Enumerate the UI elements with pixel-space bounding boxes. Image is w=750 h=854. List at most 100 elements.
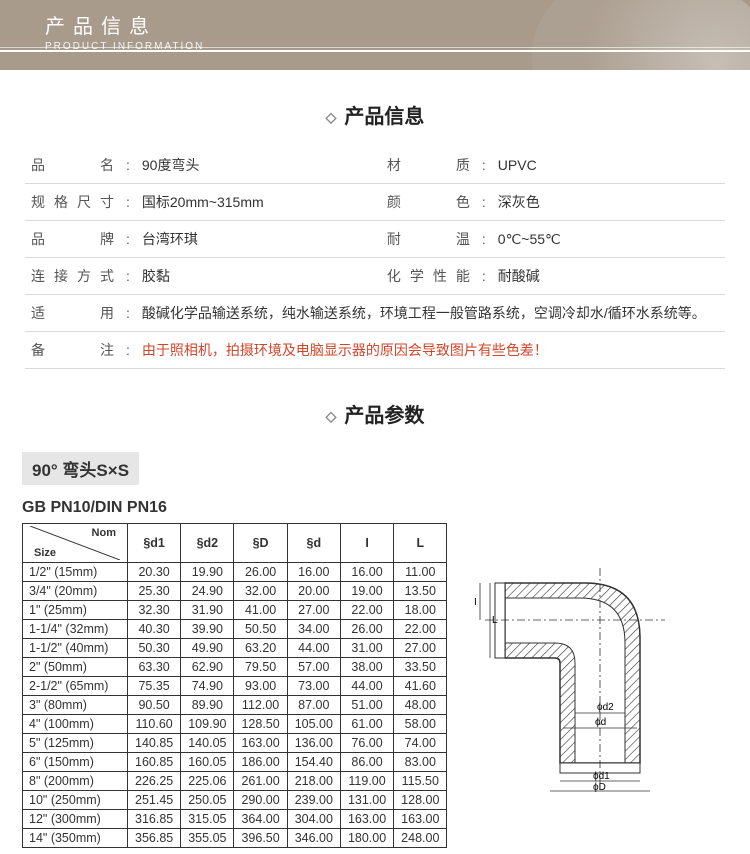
spec-cell: 163.00 — [234, 734, 287, 753]
diamond-icon: ◇ — [326, 408, 337, 425]
info-row: 适 用:酸碱化学品输送系统，纯水输送系统，环境工程一般管路系统，空调冷却水/循环… — [25, 295, 725, 332]
info-table: 品 名:90度弯头材 质:UPVC规格尺寸:国标20mm~315mm颜 色:深灰… — [25, 147, 725, 369]
info-row: 连接方式:胶黏化学性能:耐酸碱 — [25, 258, 725, 295]
spec-cell: 109.90 — [181, 715, 234, 734]
spec-cell: 32.00 — [234, 582, 287, 601]
info-label: 化学性能 — [381, 258, 476, 295]
elbow-diagram: ϕd2 ϕd ϕd1 ϕD I L — [465, 563, 675, 793]
spec-cell: 13.50 — [394, 582, 447, 601]
spec-cell: 19.00 — [340, 582, 393, 601]
spec-cell: 93.00 — [234, 677, 287, 696]
spec-cell: 316.85 — [128, 810, 181, 829]
spec-cell: 364.00 — [234, 810, 287, 829]
info-row: 规格尺寸:国标20mm~315mm颜 色:深灰色 — [25, 184, 725, 221]
spec-row: 3" (80mm)90.5089.90112.0087.0051.0048.00 — [23, 696, 447, 715]
spec-cell: 27.00 — [394, 639, 447, 658]
info-value: 由于照相机，拍摄环境及电脑显示器的原因会导致图片有些色差！ — [136, 332, 725, 369]
header-text: 产品信息 PRODUCT INFORMATION — [45, 10, 204, 52]
spec-cell: 16.00 — [340, 563, 393, 582]
spec-header: I — [340, 524, 393, 563]
section-title-info: ◇产品信息 — [0, 100, 750, 129]
header-title-cn: 产品信息 — [45, 10, 204, 39]
spec-row: 14" (350mm)356.85355.05396.50346.00180.0… — [23, 829, 447, 848]
info-label: 颜 色 — [381, 184, 476, 221]
spec-size: 3" (80mm) — [23, 696, 128, 715]
info-value: 耐酸碱 — [492, 258, 725, 295]
spec-cell: 51.00 — [340, 696, 393, 715]
spec-size: 2" (50mm) — [23, 658, 128, 677]
info-label: 品 牌 — [25, 221, 120, 258]
spec-cell: 62.90 — [181, 658, 234, 677]
spec-cell: 41.60 — [394, 677, 447, 696]
spec-cell: 76.00 — [340, 734, 393, 753]
spec-table: NomSize§d1§d2§D§dIL 1/2" (15mm)20.3019.9… — [22, 523, 447, 848]
spec-cell: 115.50 — [394, 772, 447, 791]
spec-cell: 18.00 — [394, 601, 447, 620]
spec-cell: 58.00 — [394, 715, 447, 734]
spec-cell: 226.25 — [128, 772, 181, 791]
dim-d1: ϕd1 — [593, 771, 610, 782]
spec-cell: 346.00 — [287, 829, 340, 848]
spec-cell: 44.00 — [340, 677, 393, 696]
dim-I: I — [474, 597, 477, 608]
section-title-info-text: 产品信息 — [344, 106, 424, 128]
spec-cell: 32.30 — [128, 601, 181, 620]
spec-size: 8" (200mm) — [23, 772, 128, 791]
spec-cell: 163.00 — [340, 810, 393, 829]
spec-cell: 261.00 — [234, 772, 287, 791]
spec-size: 6" (150mm) — [23, 753, 128, 772]
spec-cell: 57.00 — [287, 658, 340, 677]
spec-cell: 63.20 — [234, 639, 287, 658]
spec-cell: 239.00 — [287, 791, 340, 810]
spec-cell: 11.00 — [394, 563, 447, 582]
spec-row: 2" (50mm)63.3062.9079.5057.0038.0033.50 — [23, 658, 447, 677]
info-value: 90度弯头 — [136, 147, 381, 184]
info-value: 酸碱化学品输送系统，纯水输送系统，环境工程一般管路系统，空调冷却水/循环水系统等… — [136, 295, 725, 332]
info-label: 品 名 — [25, 147, 120, 184]
spec-size: 1/2" (15mm) — [23, 563, 128, 582]
dim-d2: ϕd2 — [597, 702, 614, 713]
spec-row: 1-1/2" (40mm)50.3049.9063.2044.0031.0027… — [23, 639, 447, 658]
spec-cell: 110.60 — [128, 715, 181, 734]
spec-cell: 131.00 — [340, 791, 393, 810]
spec-cell: 112.00 — [234, 696, 287, 715]
spec-cell: 86.00 — [340, 753, 393, 772]
spec-cell: 48.00 — [394, 696, 447, 715]
spec-header-size: NomSize — [23, 524, 128, 563]
spec-cell: 40.30 — [128, 620, 181, 639]
info-label: 备 注 — [25, 332, 120, 369]
section-title-spec-text: 产品参数 — [344, 405, 424, 427]
section-title-spec: ◇ 产品参数 — [0, 399, 750, 428]
spec-row: 8" (200mm)226.25225.06261.00218.00119.00… — [23, 772, 447, 791]
info-row: 品 牌:台湾环琪耐 温:0℃~55℃ — [25, 221, 725, 258]
spec-cell: 356.85 — [128, 829, 181, 848]
spec-cell: 186.00 — [234, 753, 287, 772]
spec-row: 1-1/4" (32mm)40.3039.9050.5034.0026.0022… — [23, 620, 447, 639]
info-value: 国标20mm~315mm — [136, 184, 381, 221]
spec-cell: 25.30 — [128, 582, 181, 601]
info-value: 0℃~55℃ — [492, 221, 725, 258]
spec-cell: 74.00 — [394, 734, 447, 753]
spec-size: 2-1/2" (65mm) — [23, 677, 128, 696]
spec-header: §D — [234, 524, 287, 563]
spec-cell: 22.00 — [394, 620, 447, 639]
spec-cell: 20.30 — [128, 563, 181, 582]
spec-size: 3/4" (20mm) — [23, 582, 128, 601]
subtype-badge: 90° 弯头S×S — [22, 452, 139, 485]
spec-cell: 50.30 — [128, 639, 181, 658]
spec-cell: 154.40 — [287, 753, 340, 772]
spec-row: 3/4" (20mm)25.3024.9032.0020.0019.0013.5… — [23, 582, 447, 601]
spec-row: 4" (100mm)110.60109.90128.50105.0061.005… — [23, 715, 447, 734]
spec-header: §d2 — [181, 524, 234, 563]
info-label: 规格尺寸 — [25, 184, 120, 221]
spec-header: L — [394, 524, 447, 563]
dim-D: ϕD — [593, 782, 606, 793]
spec-cell: 19.90 — [181, 563, 234, 582]
spec-cell: 128.50 — [234, 715, 287, 734]
spec-cell: 16.00 — [287, 563, 340, 582]
info-label: 耐 温 — [381, 221, 476, 258]
spec-cell: 90.50 — [128, 696, 181, 715]
spec-cell: 396.50 — [234, 829, 287, 848]
info-row: 备 注:由于照相机，拍摄环境及电脑显示器的原因会导致图片有些色差！ — [25, 332, 725, 369]
spec-cell: 304.00 — [287, 810, 340, 829]
